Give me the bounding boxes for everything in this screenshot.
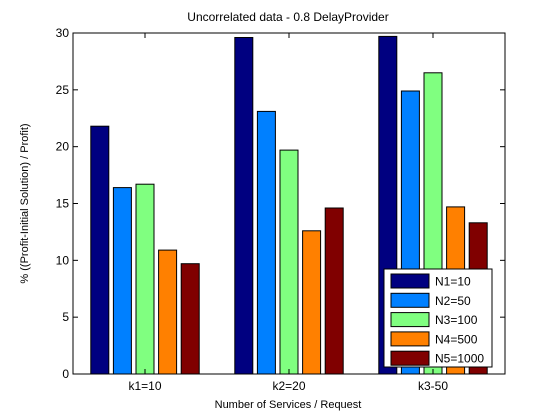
legend-label-N2=50: N2=50	[435, 294, 471, 308]
bar-N3=100-k2=20	[279, 149, 299, 375]
bar-N2=50-k2=20	[256, 110, 276, 375]
legend-swatch-N3=100	[390, 312, 430, 328]
bar-N4=500-k1=10	[158, 249, 178, 375]
y-tick-label: 30	[56, 26, 70, 40]
legend-swatch-N4=500	[390, 331, 430, 347]
legend: N1=10 N2=50 N3=100 N4=500 N5=1000	[383, 268, 493, 368]
bar-N5=1000-k1=10	[180, 263, 200, 375]
bar-N3=100-k1=10	[135, 183, 155, 375]
y-tick-label: 25	[56, 83, 70, 97]
y-axis-label: % ((Profit-Initial Solution) / Profit)	[19, 123, 31, 283]
bars-group	[90, 35, 488, 375]
x-axis-label: Number of Services / Request	[215, 399, 362, 411]
legend-label-N1=10: N1=10	[435, 275, 471, 289]
y-tick-label: 5	[62, 310, 69, 324]
y-tick-label: 10	[56, 253, 70, 267]
legend-label-N4=500: N4=500	[435, 332, 478, 346]
legend-label-N5=1000: N5=1000	[435, 352, 484, 366]
legend-swatch-N5=1000	[390, 350, 430, 366]
y-tick-label: 15	[56, 197, 70, 211]
y-tick-label: 20	[56, 140, 70, 154]
bar-N1=10-k2=20	[234, 37, 254, 375]
bar-N2=50-k1=10	[112, 187, 132, 375]
x-tick-label: k1=10	[128, 379, 161, 393]
bar-N4=500-k2=20	[302, 230, 322, 375]
legend-label-N3=100: N3=100	[435, 313, 478, 327]
x-tick-label: k3-50	[418, 379, 448, 393]
bar-N5=1000-k2=20	[324, 207, 344, 375]
legend-swatch-N1=10	[390, 273, 430, 289]
x-tick-label: k2=20	[272, 379, 305, 393]
bar-N1=10-k1=10	[90, 125, 110, 375]
y-axis: 0 5 10 15 20 25 30	[56, 26, 505, 381]
legend-swatch-N2=50	[390, 292, 430, 308]
y-tick-label: 0	[62, 367, 69, 381]
chart-title: Uncorrelated data - 0.8 DelayProvider	[187, 10, 388, 24]
x-axis: k1=10 k2=20 k3-50	[128, 33, 448, 393]
